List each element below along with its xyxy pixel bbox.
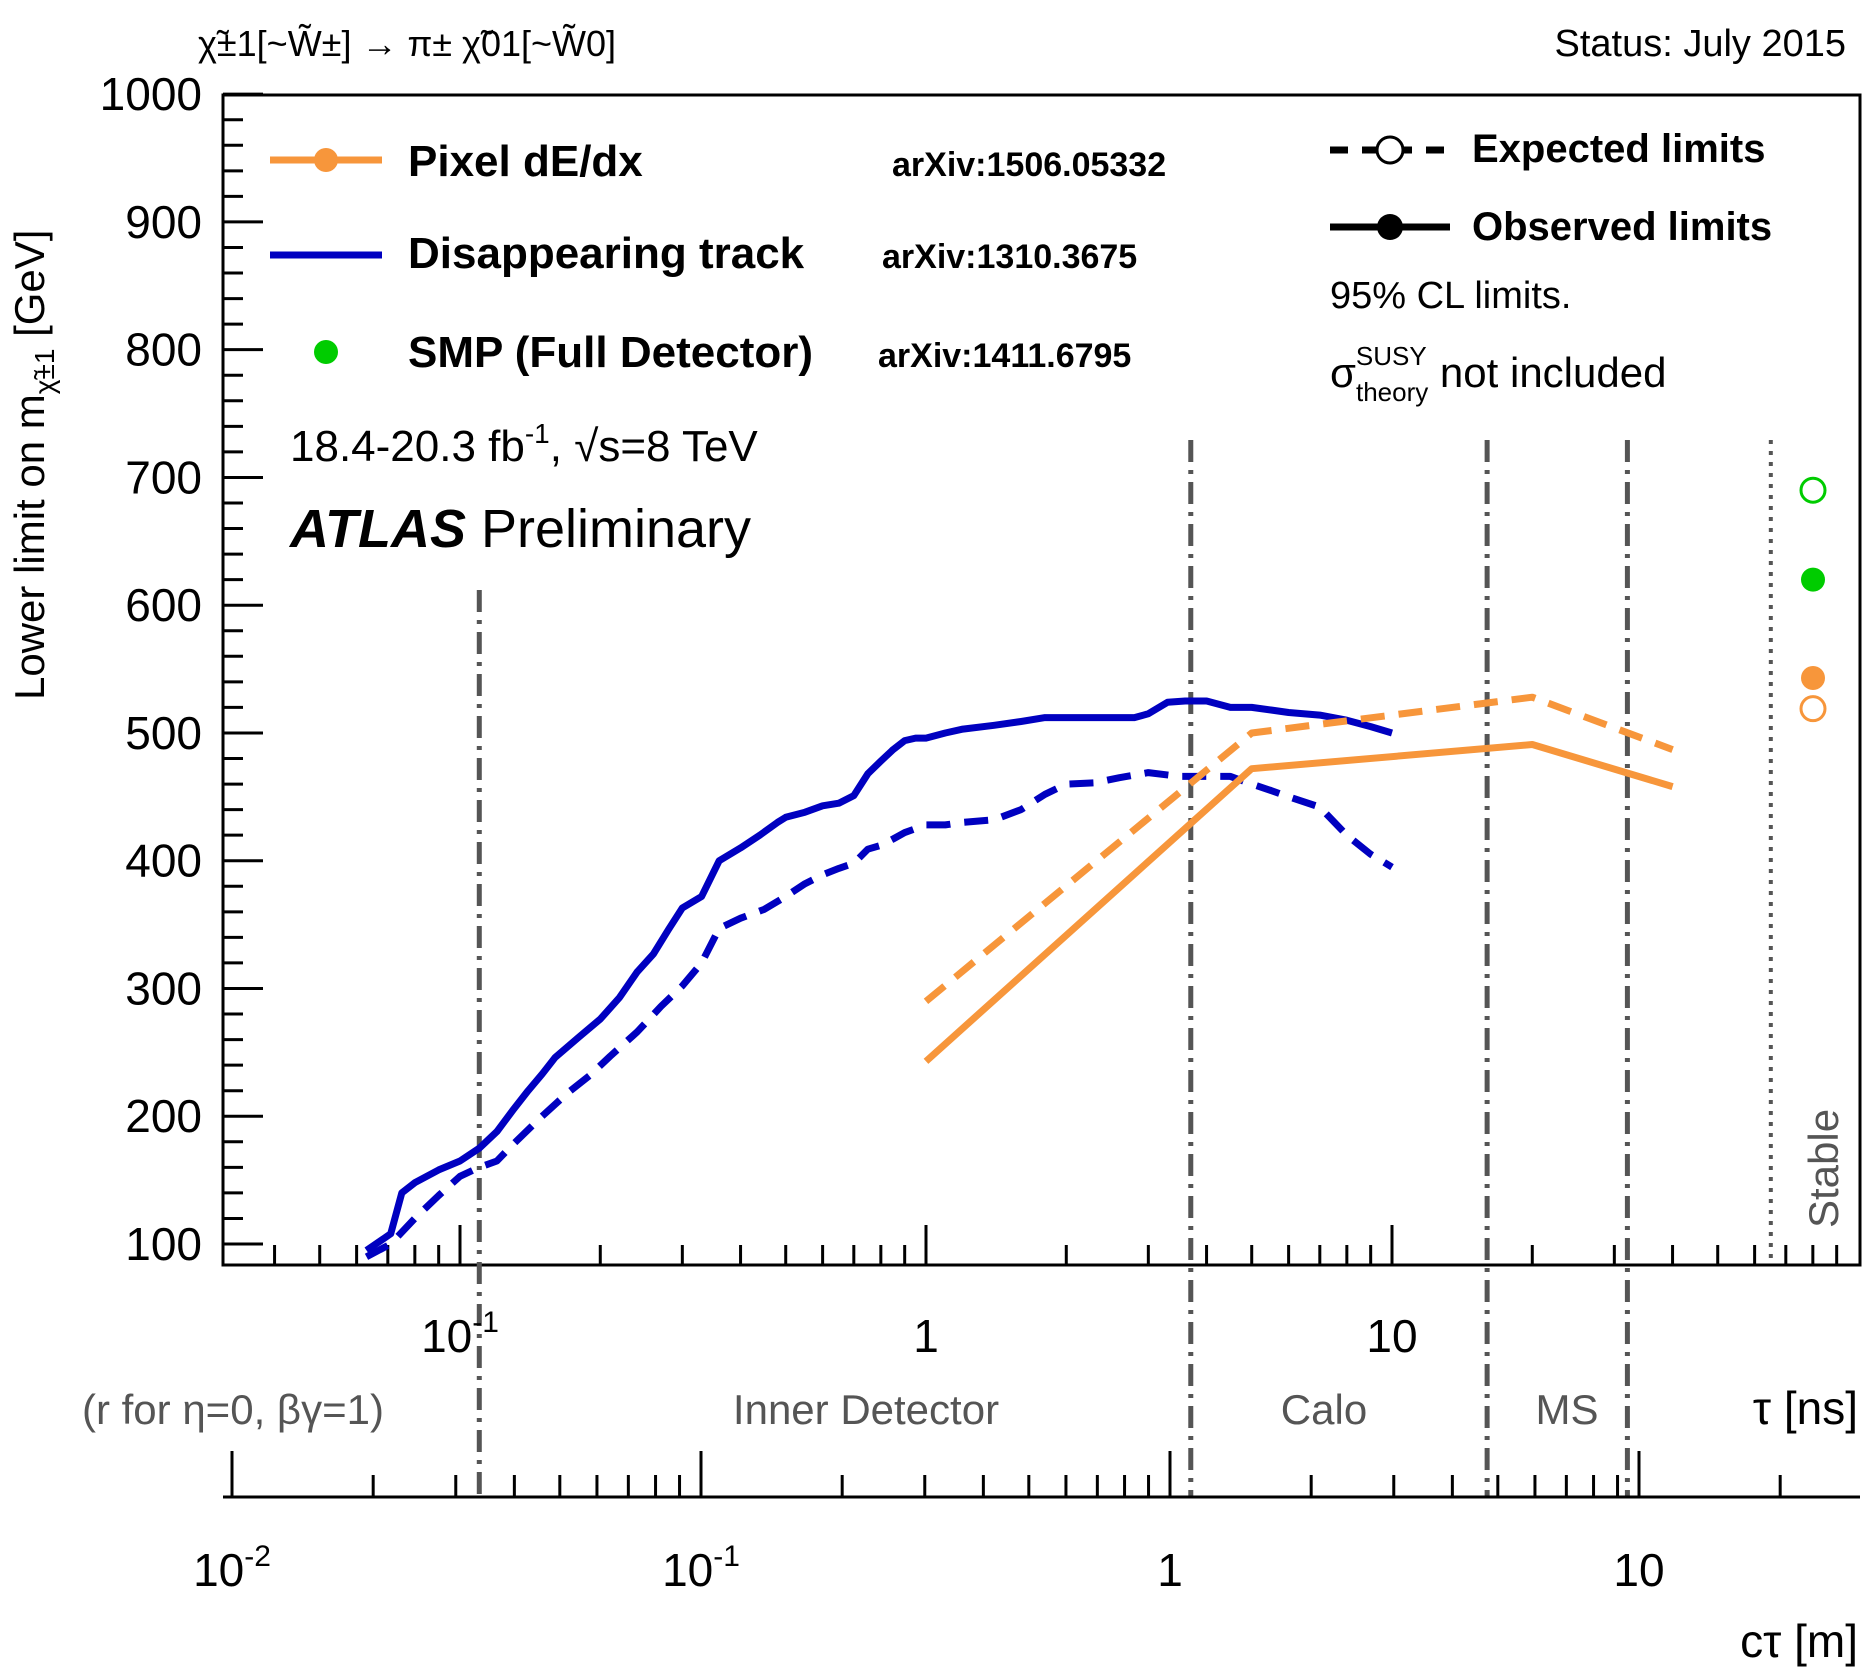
tau-tick-label: 10-1 xyxy=(421,1306,499,1362)
ctau-tick-label: 10-2 xyxy=(193,1540,271,1596)
y-ticks xyxy=(223,92,263,1246)
legend-smp-ref: arXiv:1411.6795 xyxy=(878,337,1131,375)
y-tick-label: 200 xyxy=(125,1090,202,1142)
disappearing-track-expected-line xyxy=(364,769,1394,1260)
lumi-label: 18.4-20.3 fb-1, √s=8 TeV xyxy=(290,418,758,471)
ctau-tick-exponent: -1 xyxy=(713,1540,740,1573)
lumi-part-a: 18.4-20.3 fb xyxy=(290,422,525,471)
sigma-subscript: theory xyxy=(1356,377,1428,407)
tau-tick-base: 10 xyxy=(421,1310,472,1362)
legend-smp-label: SMP (Full Detector) xyxy=(408,328,813,377)
region-r-note: (r for η=0, βγ=1) xyxy=(82,1386,384,1433)
y-tick-label: 700 xyxy=(125,451,202,503)
region-inner-detector: Inner Detector xyxy=(733,1386,999,1433)
region-dividers xyxy=(476,440,1773,1497)
legend-pixel-ref: arXiv:1506.05332 xyxy=(892,146,1166,184)
smp-observed-point xyxy=(1801,567,1825,592)
y-tick-label: 1000 xyxy=(100,68,202,120)
y-axis-title: Lower limit on mχ̃±1 [GeV] xyxy=(6,230,60,700)
ctau-tick-label: 1 xyxy=(1157,1544,1183,1596)
legend-smp-swatch xyxy=(314,340,338,364)
legend-expected-label: Expected limits xyxy=(1472,127,1765,171)
legend-sigma-note: σSUSY theory not included xyxy=(1330,341,1666,407)
legend-pixel-label: Pixel dE/dx xyxy=(408,137,643,186)
region-stable: Stable xyxy=(1800,1109,1847,1228)
y-tick-label: 500 xyxy=(125,707,202,759)
ctau-tick-labels: 10-2 10-1 1 10 xyxy=(193,1540,1665,1596)
ctau-ticks xyxy=(230,1451,1782,1497)
svg-text:Lower limit on mχ̃±1 [GeV]: Lower limit on mχ̃±1 [GeV] xyxy=(6,230,60,700)
disappearing-track-observed-line xyxy=(364,697,1394,1254)
sigma-symbol: σ xyxy=(1330,349,1356,396)
sigma-not-included: not included xyxy=(1428,349,1666,396)
region-ms: MS xyxy=(1536,1386,1599,1433)
y-tick-label: 800 xyxy=(125,324,202,376)
smp-expected-point xyxy=(1799,476,1827,504)
stable-points xyxy=(1799,476,1827,723)
pixel-dedx-expected-line xyxy=(923,693,1674,1005)
atlas-label: ATLAS Preliminary xyxy=(288,499,751,559)
tau-axis-title: τ [ns] xyxy=(1753,1382,1858,1434)
legend-observed-swatch xyxy=(1330,214,1450,240)
region-calo: Calo xyxy=(1281,1386,1367,1433)
pixel-dedx-observed-point xyxy=(1801,666,1825,691)
pixel-dedx-observed-line xyxy=(923,741,1674,1064)
legend-pixel-swatch xyxy=(270,148,382,172)
sigma-superscript: SUSY xyxy=(1356,341,1427,371)
plot-frame xyxy=(221,93,1862,1267)
pixel-dedx-expected-point xyxy=(1799,695,1827,723)
legend-observed-label: Observed limits xyxy=(1472,205,1772,249)
y-tick-label: 100 xyxy=(125,1218,202,1270)
ctau-axis-title: cτ [m] xyxy=(1740,1615,1858,1667)
status-label: Status: July 2015 xyxy=(1554,23,1846,65)
ctau-tick-exponent: -2 xyxy=(244,1540,271,1573)
atlas-word: ATLAS xyxy=(288,499,466,559)
tau-tick-label: 1 xyxy=(913,1310,939,1362)
legend-dt-label: Disappearing track xyxy=(408,229,805,278)
lumi-superscript: -1 xyxy=(525,418,550,449)
y-tick-label: 400 xyxy=(125,835,202,887)
ctau-tick-base: 10 xyxy=(193,1544,244,1596)
tau-tick-exponent: -1 xyxy=(472,1306,499,1339)
tau-tick-labels: 10-1 1 10 xyxy=(421,1306,1418,1362)
ctau-tick-base: 10 xyxy=(662,1544,713,1596)
y-axis-title-unit: [GeV] xyxy=(6,230,53,349)
series-layer xyxy=(364,693,1674,1260)
lumi-part-b: , √s=8 TeV xyxy=(550,422,759,471)
legend-expected-swatch xyxy=(1330,135,1450,165)
y-tick-label: 600 xyxy=(125,579,202,631)
tau-tick-base: 1 xyxy=(913,1310,939,1362)
tau-minor-ticks xyxy=(273,1225,1839,1265)
process-label: χ̃±1[~W̃±] → π± χ̃01[~W̃0] xyxy=(198,23,616,64)
preliminary-word: Preliminary xyxy=(466,499,751,559)
y-axis-title-sub: χ̃±1 xyxy=(29,349,60,395)
y-tick-labels: 100 200 300 400 500 600 700 800 900 1000 xyxy=(100,68,202,1270)
legend-dt-ref: arXiv:1310.3675 xyxy=(882,238,1137,276)
tau-tick-base: 10 xyxy=(1366,1310,1417,1362)
y-axis-title-main: Lower limit on m xyxy=(6,394,53,700)
y-tick-label: 900 xyxy=(125,196,202,248)
ctau-tick-label: 10-1 xyxy=(662,1540,740,1596)
ctau-tick-base: 1 xyxy=(1157,1544,1183,1596)
legend-cl-note: 95% CL limits. xyxy=(1330,275,1571,317)
ctau-tick-label: 10 xyxy=(1613,1544,1664,1596)
y-tick-label: 300 xyxy=(125,962,202,1014)
legend: Pixel dE/dx arXiv:1506.05332 Disappearin… xyxy=(270,127,1772,559)
tau-tick-label: 10 xyxy=(1366,1310,1417,1362)
ctau-tick-base: 10 xyxy=(1613,1544,1664,1596)
